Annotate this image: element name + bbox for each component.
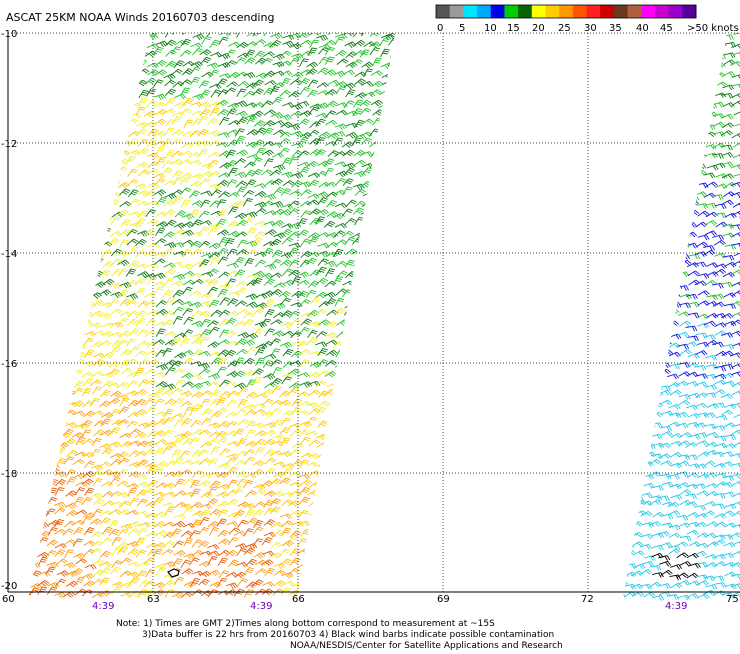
legend-swatch (613, 5, 629, 18)
legend-label: 5 (459, 23, 465, 34)
lon-label: 63 (147, 594, 160, 605)
lat-label: -20 (1, 581, 17, 592)
legend-swatch (641, 5, 656, 18)
legend-swatch (559, 5, 574, 18)
legend-swatch (586, 5, 601, 18)
legend-swatch (449, 5, 464, 18)
legend-swatch (627, 5, 642, 18)
latitude-labels: -10 -12 -14 -16 -18 -20 (1, 29, 17, 592)
legend-label: 45 (660, 23, 673, 34)
legend-swatch (654, 5, 670, 18)
pass-time-label: 4:39 (92, 601, 114, 612)
legend-label: 25 (558, 23, 571, 34)
legend-label: 20 (532, 23, 545, 34)
legend-swatch (600, 5, 615, 18)
legend-label: 30 (584, 23, 597, 34)
legend-swatch (518, 5, 533, 18)
legend-label: 15 (507, 23, 520, 34)
legend-swatch (531, 5, 546, 18)
note-line-2: 3)Data buffer is 22 hrs from 20160703 4)… (142, 630, 554, 640)
note-line-3: NOAA/NESDIS/Center for Satellite Applica… (290, 641, 563, 650)
lon-label: 72 (581, 594, 594, 605)
pass-time-label: 4:39 (665, 601, 687, 612)
note-line-1: Note: 1) Times are GMT 2)Times along bot… (116, 619, 495, 629)
legend-label: >50 knots (687, 23, 739, 34)
map-title: ASCAT 25KM NOAA Winds 20160703 descendin… (6, 11, 274, 24)
longitude-labels: 60 63 66 69 72 75 (2, 594, 739, 605)
pass-time-label: 4:39 (250, 601, 272, 612)
lat-label: -10 (1, 29, 17, 40)
legend-swatch (490, 5, 505, 18)
lat-label: -18 (1, 469, 17, 480)
legend-swatch (436, 5, 451, 18)
lat-label: -12 (1, 139, 17, 150)
legend-swatch (572, 5, 588, 18)
lon-label: 60 (2, 594, 15, 605)
lat-lon-grid (8, 32, 740, 592)
legend-label: 35 (609, 23, 622, 34)
legend-swatch (477, 5, 492, 18)
lon-label: 75 (726, 594, 739, 605)
legend-label: 10 (484, 23, 497, 34)
legend-label: 40 (636, 23, 649, 34)
island-outline (167, 568, 180, 578)
legend-swatch (545, 5, 560, 18)
lat-label: -14 (1, 249, 17, 260)
legend-swatch (504, 5, 519, 18)
legend-swatch (668, 5, 683, 18)
legend-swatch (682, 5, 697, 18)
legend-label: 0 (437, 23, 443, 34)
lon-label: 66 (292, 594, 305, 605)
legend-swatch (463, 5, 478, 18)
color-legend: 0 5 10 15 20 25 30 35 40 45 >50 knots (435, 4, 739, 34)
lat-label: -16 (1, 359, 17, 370)
lon-label: 69 (437, 594, 450, 605)
